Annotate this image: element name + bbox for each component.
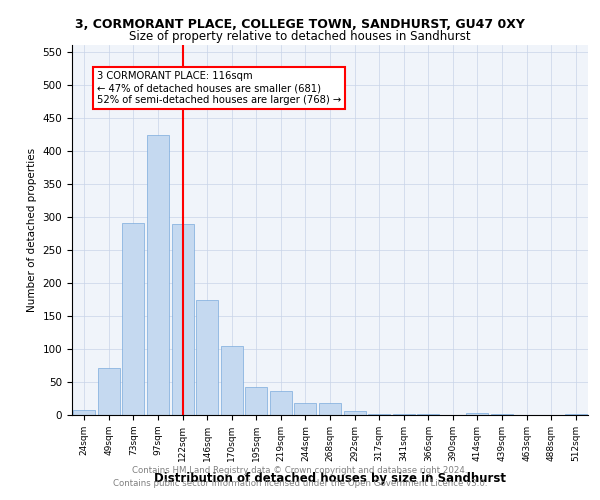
Bar — [319, 403, 341, 415]
Bar — [295, 403, 316, 415]
Bar — [344, 411, 365, 415]
Bar — [122, 222, 145, 415]
Bar — [466, 413, 488, 415]
Bar — [417, 414, 439, 415]
Bar — [172, 224, 194, 415]
Bar — [147, 135, 169, 415]
Bar — [73, 410, 95, 415]
Bar — [270, 390, 292, 415]
Bar — [392, 414, 415, 415]
Text: Contains HM Land Registry data © Crown copyright and database right 2024.
Contai: Contains HM Land Registry data © Crown c… — [113, 466, 487, 487]
Bar — [565, 414, 587, 415]
Bar — [221, 346, 243, 415]
Bar — [245, 387, 268, 415]
Bar — [98, 368, 120, 415]
Text: Size of property relative to detached houses in Sandhurst: Size of property relative to detached ho… — [129, 30, 471, 43]
Text: 3 CORMORANT PLACE: 116sqm
← 47% of detached houses are smaller (681)
52% of semi: 3 CORMORANT PLACE: 116sqm ← 47% of detac… — [97, 72, 341, 104]
Text: 3, CORMORANT PLACE, COLLEGE TOWN, SANDHURST, GU47 0XY: 3, CORMORANT PLACE, COLLEGE TOWN, SANDHU… — [75, 18, 525, 30]
X-axis label: Distribution of detached houses by size in Sandhurst: Distribution of detached houses by size … — [154, 472, 506, 485]
Bar — [368, 414, 390, 415]
Bar — [196, 300, 218, 415]
Bar — [491, 414, 513, 415]
Y-axis label: Number of detached properties: Number of detached properties — [27, 148, 37, 312]
